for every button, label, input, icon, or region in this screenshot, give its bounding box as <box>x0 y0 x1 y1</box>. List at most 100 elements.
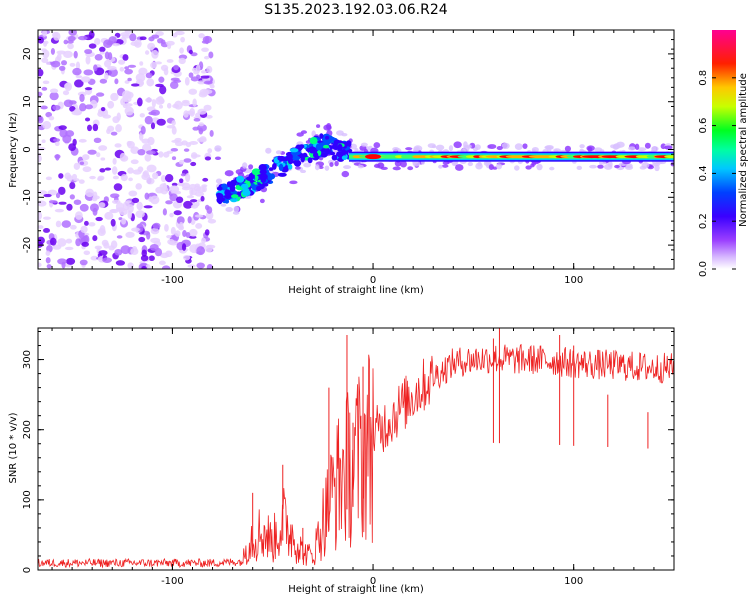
noise-blob <box>107 125 115 132</box>
noise-blob <box>139 61 144 66</box>
snr-series <box>38 328 674 569</box>
noise-blob <box>162 265 171 269</box>
noise-blob <box>131 197 140 204</box>
signal-halo <box>215 147 221 152</box>
noise-blob <box>202 185 207 193</box>
noise-blob <box>85 55 91 65</box>
noise-blob <box>89 203 99 213</box>
signal-blob <box>315 143 323 151</box>
signal-halo <box>392 147 400 152</box>
noise-blob <box>150 122 156 130</box>
noise-blob <box>127 204 134 213</box>
noise-blob <box>42 121 52 130</box>
noise-blob <box>79 103 87 112</box>
noise-blob <box>98 202 106 208</box>
noise-blob <box>169 212 174 218</box>
noise-blob <box>182 230 187 238</box>
snr-frame <box>37 327 675 571</box>
spectrogram-xlabel: Height of straight line (km) <box>288 285 424 296</box>
noise-blob <box>73 50 78 59</box>
noise-blob <box>75 75 83 79</box>
noise-blob <box>166 59 174 63</box>
snr-line <box>38 343 674 569</box>
noise-blob <box>137 166 144 173</box>
noise-blob <box>58 201 67 205</box>
noise-blob <box>45 176 52 181</box>
colorbar-tick-label: 0.8 <box>698 70 709 86</box>
signal-halo <box>610 144 616 149</box>
noise-blob <box>112 43 121 47</box>
noise-blob <box>171 126 177 135</box>
signal-halo <box>232 211 240 215</box>
noise-blob <box>65 257 76 265</box>
noise-blob <box>73 162 81 171</box>
noise-blob <box>54 140 60 147</box>
noise-blob <box>57 238 67 247</box>
noise-blob <box>92 197 98 202</box>
noise-blob <box>99 78 108 84</box>
signal-halo <box>448 145 454 152</box>
noise-blob <box>208 51 214 59</box>
noise-blob <box>185 232 191 238</box>
signal-halo <box>614 164 620 169</box>
signal-blob <box>278 163 284 172</box>
signal-halo <box>435 144 445 151</box>
noise-blob <box>93 137 102 144</box>
noise-blob <box>55 154 60 161</box>
noise-blob <box>189 141 199 145</box>
signal-halo <box>467 161 474 167</box>
noise-blob <box>62 90 70 96</box>
noise-blob <box>204 229 210 236</box>
noise-blob <box>190 199 198 203</box>
noise-blob <box>209 84 215 89</box>
noise-blob <box>97 175 105 181</box>
signal-halo <box>431 145 437 149</box>
noise-blob <box>56 50 66 55</box>
signal-blob <box>312 152 319 158</box>
noise-blob <box>138 236 146 243</box>
signal-halo <box>405 147 413 151</box>
noise-blob <box>110 131 118 136</box>
noise-blob <box>190 204 199 209</box>
signal-blob <box>277 172 287 177</box>
signal-halo <box>501 142 510 150</box>
signal-halo <box>474 144 481 150</box>
signal-blob <box>240 183 249 189</box>
noise-blob <box>197 108 207 115</box>
signal-halo <box>233 206 240 213</box>
noise-blob <box>180 36 186 43</box>
noise-blob <box>141 143 152 153</box>
noise-blob <box>114 78 119 85</box>
x-tick-label: 100 <box>564 576 583 587</box>
noise-blob <box>150 61 158 69</box>
noise-blob <box>88 222 96 227</box>
noise-blob <box>38 236 45 245</box>
signal-halo <box>349 143 358 150</box>
noise-blob <box>174 30 185 36</box>
noise-blob <box>201 40 210 44</box>
y-tick-label: 200 <box>22 420 33 439</box>
colorbar-tick-label: 0.0 <box>698 261 709 277</box>
colorbar-tick-label: 0.6 <box>698 118 709 134</box>
spectrogram-heatmap <box>38 30 674 269</box>
noise-blob <box>110 240 118 249</box>
noise-blob <box>62 134 72 144</box>
colorbar-tick-label: 0.2 <box>698 213 709 229</box>
noise-blob <box>146 164 157 173</box>
noise-blob <box>111 166 118 175</box>
noise-blob <box>73 199 82 205</box>
noise-blob <box>95 216 103 222</box>
noise-blob <box>114 143 122 148</box>
signal-blob <box>272 162 277 170</box>
noise-blob <box>155 61 162 65</box>
noise-blob <box>69 194 75 200</box>
noise-blob <box>92 123 99 132</box>
noise-blob <box>151 34 160 39</box>
noise-blob <box>119 67 125 72</box>
noise-blob <box>171 156 177 161</box>
signal-halo <box>237 172 245 177</box>
signal-halo <box>275 150 282 155</box>
noise-blob <box>53 138 61 142</box>
signal-halo <box>514 143 523 151</box>
noise-blob <box>150 195 160 205</box>
